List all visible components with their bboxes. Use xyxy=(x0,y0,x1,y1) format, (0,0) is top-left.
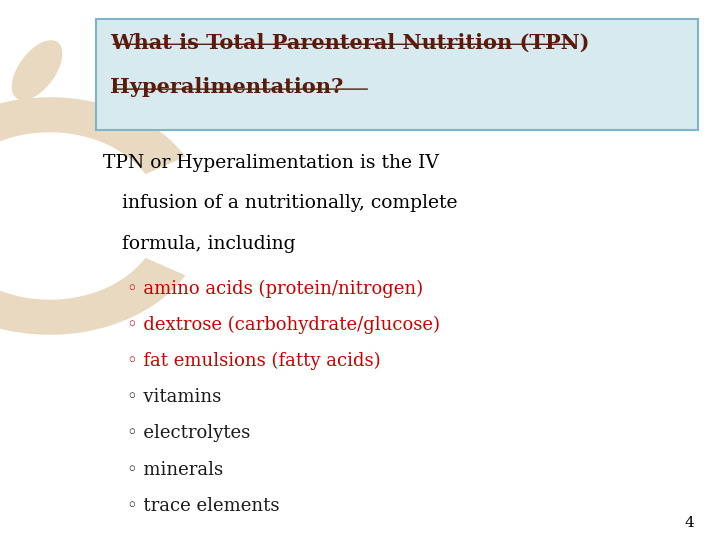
Text: 4: 4 xyxy=(685,516,694,530)
Text: Hyperalimentation?: Hyperalimentation? xyxy=(110,77,343,97)
Text: ◦ vitamins: ◦ vitamins xyxy=(127,388,221,406)
Text: ◦ trace elements: ◦ trace elements xyxy=(127,497,279,515)
Text: What is Total Parenteral Nutrition (TPN): What is Total Parenteral Nutrition (TPN) xyxy=(110,32,590,52)
FancyBboxPatch shape xyxy=(96,19,698,130)
Text: ◦ amino acids (protein/nitrogen): ◦ amino acids (protein/nitrogen) xyxy=(127,280,423,298)
Text: formula, including: formula, including xyxy=(110,235,296,253)
Text: ◦ minerals: ◦ minerals xyxy=(127,461,223,478)
Text: infusion of a nutritionally, complete: infusion of a nutritionally, complete xyxy=(110,194,458,212)
Text: TPN or Hyperalimentation is the IV: TPN or Hyperalimentation is the IV xyxy=(103,154,439,172)
Ellipse shape xyxy=(12,40,63,100)
Text: ◦ fat emulsions (fatty acids): ◦ fat emulsions (fatty acids) xyxy=(127,352,380,370)
Wedge shape xyxy=(0,97,186,335)
Text: ◦ dextrose (carbohydrate/glucose): ◦ dextrose (carbohydrate/glucose) xyxy=(127,316,440,334)
Text: ◦ electrolytes: ◦ electrolytes xyxy=(127,424,250,442)
